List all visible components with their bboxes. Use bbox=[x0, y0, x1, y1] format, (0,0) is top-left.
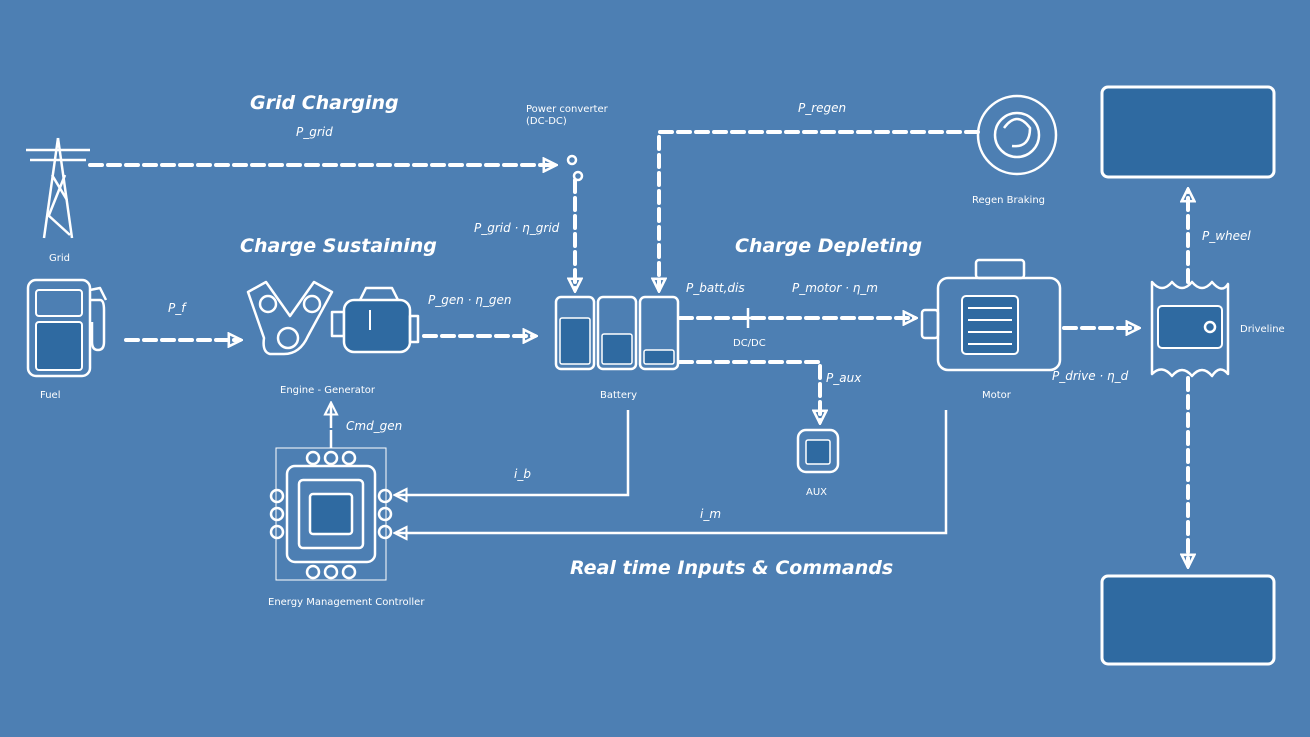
symbol-p-wheel: P_wheel bbox=[1202, 229, 1251, 243]
heading-realtime-inputs: Real time Inputs & Commands bbox=[570, 557, 893, 579]
engine-generator-icon bbox=[246, 280, 420, 356]
regen-braking-label: Regen Braking bbox=[972, 195, 1045, 206]
symbol-p-motor: P_motor · η_m bbox=[792, 281, 878, 295]
aux-icon bbox=[796, 428, 840, 474]
power-converter-label: Power converter (DC-DC) bbox=[526, 104, 609, 127]
symbol-cmd: Cmd_gen bbox=[346, 419, 402, 433]
battery-icon bbox=[554, 295, 680, 371]
flow-battery-to-aux bbox=[678, 360, 820, 422]
symbol-p-batt-dis: P_batt,dis bbox=[686, 281, 745, 295]
grid-tower-icon bbox=[26, 137, 90, 239]
flow-regen-to-battery bbox=[659, 130, 980, 290]
fuel-pump-icon bbox=[26, 278, 108, 378]
output-box-bottom bbox=[1100, 574, 1276, 666]
symbol-p-grid: P_grid bbox=[296, 125, 333, 139]
heading-charge-depleting: Charge Depleting bbox=[735, 235, 922, 257]
output-box-top bbox=[1100, 85, 1276, 179]
signal-battery-to-ems bbox=[396, 410, 630, 495]
power-converter-node-icon bbox=[566, 154, 584, 182]
dc-dc-label: DC/DC bbox=[733, 338, 766, 349]
energy-management-controller-icon bbox=[269, 430, 393, 581]
symbol-p-grid-eta: P_grid · η_grid bbox=[474, 221, 560, 235]
heading-charge-sustaining: Charge Sustaining bbox=[240, 235, 437, 257]
symbol-i-b: i_b bbox=[514, 467, 531, 481]
fuel-label: Fuel bbox=[40, 390, 60, 401]
symbol-p-drive: P_drive · η_d bbox=[1052, 369, 1129, 383]
regen-braking-icon bbox=[976, 94, 1058, 176]
motor-label: Motor bbox=[982, 390, 1012, 401]
heading-grid-charging: Grid Charging bbox=[250, 92, 399, 114]
symbol-p-aux: P_aux bbox=[826, 371, 862, 385]
aux-label: AUX bbox=[806, 487, 827, 498]
ems-label: Energy Management Controller bbox=[268, 597, 425, 608]
symbol-p-gen: P_gen · η_gen bbox=[428, 293, 512, 307]
grid-label: Grid bbox=[49, 253, 70, 264]
signal-motor-to-ems bbox=[396, 410, 948, 533]
dc-dc-node-icon bbox=[738, 308, 758, 328]
engine-generator-label: Engine - Generator bbox=[280, 385, 376, 396]
motor-icon bbox=[920, 258, 1062, 372]
driveline-label: Driveline bbox=[1240, 324, 1285, 335]
driveline-icon bbox=[1150, 280, 1230, 378]
symbol-i-m: i_m bbox=[700, 507, 721, 521]
symbol-p-regen: P_regen bbox=[798, 101, 846, 115]
symbol-p-f: P_f bbox=[168, 301, 187, 315]
battery-label: Battery bbox=[600, 390, 637, 401]
